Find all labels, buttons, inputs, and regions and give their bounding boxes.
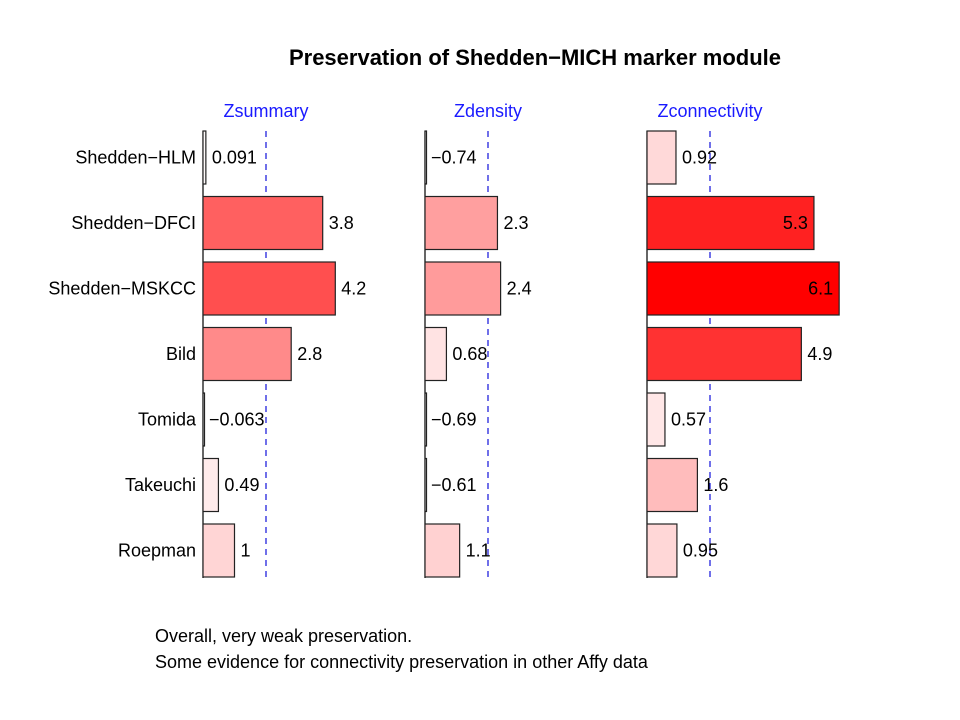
category-label-shedden-hlm: Shedden−HLM	[75, 148, 196, 168]
bar-zdensity-shedden-dfci	[424, 195, 499, 251]
category-label-bild: Bild	[166, 344, 196, 364]
bar-zsummary-tomida	[202, 392, 206, 447]
bar-zsummary-bild	[202, 326, 292, 382]
category-label-tomida: Tomida	[138, 410, 197, 430]
value-label-zconnectivity-shedden-mskcc: 6.1	[808, 279, 833, 299]
value-label-zconnectivity-tomida: 0.57	[671, 410, 706, 430]
bar-zconnectivity-bild	[646, 326, 802, 382]
category-label-shedden-mskcc: Shedden−MSKCC	[48, 279, 196, 299]
bar-zdensity-shedden-mskcc	[424, 261, 502, 316]
module-preservation-chart: Preservation of Shedden−MICH marker modu…	[48, 45, 840, 578]
value-label-zsummary-takeuchi: 0.49	[224, 475, 259, 495]
value-label-zsummary-bild: 2.8	[297, 344, 322, 364]
bar-zdensity-bild	[424, 326, 448, 382]
value-label-zconnectivity-takeuchi: 1.6	[703, 475, 728, 495]
value-label-zdensity-shedden-mskcc: 2.4	[507, 279, 532, 299]
bar-zconnectivity-takeuchi	[646, 457, 699, 513]
bar-zconnectivity-shedden-mskcc	[646, 261, 840, 316]
bar-zdensity-takeuchi	[424, 457, 428, 513]
value-label-zdensity-bild: 0.68	[452, 344, 487, 364]
series-header-zconnectivity: Zconnectivity	[657, 101, 762, 121]
bar-zconnectivity-shedden-dfci	[646, 195, 815, 251]
category-label-takeuchi: Takeuchi	[125, 475, 196, 495]
value-label-zconnectivity-roepman: 0.95	[683, 541, 718, 561]
bar-zsummary-roepman	[202, 523, 236, 578]
caption-line-1: Overall, very weak preservation.	[155, 626, 413, 646]
chart-title: Preservation of Shedden−MICH marker modu…	[289, 45, 781, 70]
series-header-zdensity: Zdensity	[454, 101, 522, 121]
value-label-zdensity-takeuchi: −0.61	[431, 475, 477, 495]
value-label-zdensity-shedden-hlm: −0.74	[431, 148, 477, 168]
value-label-zsummary-roepman: 1	[241, 541, 251, 561]
value-label-zdensity-shedden-dfci: 2.3	[503, 213, 528, 233]
value-label-zsummary-tomida: −0.063	[209, 410, 265, 430]
category-label-roepman: Roepman	[118, 541, 196, 561]
value-label-zsummary-shedden-hlm: 0.091	[212, 148, 257, 168]
series-header-zsummary: Zsummary	[224, 101, 309, 121]
chart-panels: Shedden−HLM Shedden−DFCI Shedden−MSKCC Bild…	[48, 101, 840, 578]
value-label-zsummary-shedden-dfci: 3.8	[329, 213, 354, 233]
category-label-shedden-dfci: Shedden−DFCI	[71, 213, 196, 233]
bar-zconnectivity-tomida	[646, 392, 666, 447]
value-label-zconnectivity-bild: 4.9	[807, 344, 832, 364]
value-label-zconnectivity-shedden-dfci: 5.3	[783, 213, 808, 233]
bar-zsummary-shedden-dfci	[202, 195, 324, 251]
bar-zdensity-roepman	[424, 523, 461, 578]
bar-zdensity-tomida	[424, 392, 428, 447]
bar-zsummary-takeuchi	[202, 457, 220, 513]
value-label-zdensity-tomida: −0.69	[431, 410, 477, 430]
value-label-zsummary-shedden-mskcc: 4.2	[341, 279, 366, 299]
bar-zsummary-shedden-hlm	[202, 130, 207, 185]
caption-line-2: Some evidence for connectivity preservat…	[155, 652, 648, 672]
bar-zdensity-shedden-hlm	[424, 130, 428, 185]
bar-zconnectivity-shedden-hlm	[646, 130, 677, 185]
bar-zconnectivity-roepman	[646, 523, 678, 578]
value-label-zconnectivity-shedden-hlm: 0.92	[682, 148, 717, 168]
bar-zsummary-shedden-mskcc	[202, 261, 336, 316]
value-label-zdensity-roepman: 1.1	[466, 541, 491, 561]
